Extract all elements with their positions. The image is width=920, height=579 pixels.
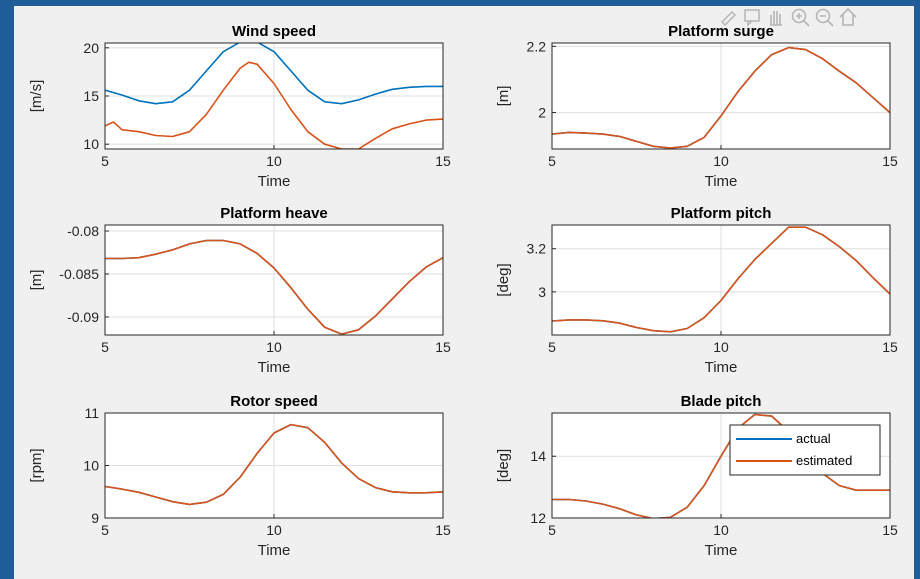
y-tick-label: -0.085 [59,266,99,282]
x-tick-label: 10 [713,522,729,538]
subplot-3: 5 10 15 -0.08 -0.085 -0.09 Platform heave Time [… [28,205,451,376]
series-line-actual [105,43,443,105]
y-tick-label: 12 [530,510,546,526]
legend-label-actual: actual [796,431,831,446]
series-line-estimated [105,61,443,149]
x-tick-label: 15 [435,339,451,355]
y-axis-label: [rpm] [28,448,45,482]
y-tick-label: 3.2 [527,241,547,257]
zoom-out-icon[interactable] [813,6,835,28]
x-tick-label: 10 [266,522,282,538]
axes-frame [104,412,444,519]
subplot-title: Blade pitch [681,393,762,410]
axes-frame [104,42,444,150]
x-tick-label: 5 [101,153,109,169]
subplot-4: 5 10 15 3 3.2 Platform pitch Time [deg] [495,205,898,376]
x-tick-label: 15 [882,339,898,355]
subplot-title: Platform heave [220,205,328,222]
brush-icon[interactable] [717,6,739,28]
y-tick-label: 2 [538,105,546,121]
x-tick-label: 10 [266,339,282,355]
x-tick-label: 10 [266,153,282,169]
y-tick-label: 9 [91,510,99,526]
series-line-estimated [552,413,890,518]
y-tick-label: 15 [83,88,99,104]
y-tick-label: 14 [530,448,546,464]
x-tick-label: 5 [101,522,109,538]
axes-frame [551,224,891,336]
x-tick-label: 10 [713,339,729,355]
x-axis-label: Time [258,173,291,190]
x-axis-label: Time [258,542,291,559]
axes-frame [551,412,891,519]
y-axis-label: [deg] [495,263,512,296]
axes-frame [551,42,891,150]
x-axis-label: Time [705,542,738,559]
x-axis-label: Time [258,359,291,376]
x-tick-label: 5 [548,153,556,169]
subplot-2: 5 10 15 2 2.2 Platform surge Time [m] [495,23,898,190]
y-axis-label: [deg] [495,449,512,482]
y-tick-label: -0.08 [67,223,99,239]
x-tick-label: 15 [882,522,898,538]
x-tick-label: 5 [101,339,109,355]
subplot-title: Platform surge [668,23,774,40]
y-axis-label: [m] [495,86,512,107]
x-tick-label: 15 [435,153,451,169]
legend-label-estimated: estimated [796,453,852,468]
x-tick-label: 15 [435,522,451,538]
legend-box [729,424,881,476]
y-tick-label: 2.2 [527,38,547,54]
subplot-title: Rotor speed [230,393,318,410]
x-tick-label: 15 [882,153,898,169]
y-tick-label: 10 [83,458,99,474]
x-axis-label: Time [705,173,738,190]
y-tick-label: -0.09 [67,309,99,325]
x-tick-label: 5 [548,339,556,355]
subplot-title: Platform pitch [671,205,772,222]
x-tick-label: 5 [548,522,556,538]
y-axis-label: [m/s] [28,80,45,113]
y-tick-label: 11 [84,405,99,421]
subplot-6: 5 10 15 12 14 Blade pitch Time [deg] [495,393,898,559]
pan-icon[interactable] [765,6,787,28]
legend: actual estimated [729,424,881,476]
subplot-5: 5 10 15 9 10 11 Rotor speed Time [rpm] [28,393,451,559]
home-icon[interactable] [837,6,859,28]
subplot-title: Wind speed [232,23,316,40]
zoom-in-icon[interactable] [789,6,811,28]
series-line-estimated [552,46,890,149]
y-axis-label: [m] [28,270,45,291]
x-axis-label: Time [705,359,738,376]
y-tick-label: 20 [83,40,99,56]
series-line-estimated [105,239,443,335]
axes-toolbar [717,6,907,30]
series-line-estimated [552,226,890,333]
series-line-estimated [105,423,443,506]
data-tip-icon[interactable] [741,6,763,28]
y-tick-label: 10 [83,136,99,152]
x-tick-label: 10 [713,153,729,169]
axes-frame [104,224,444,336]
y-tick-label: 3 [538,284,546,300]
